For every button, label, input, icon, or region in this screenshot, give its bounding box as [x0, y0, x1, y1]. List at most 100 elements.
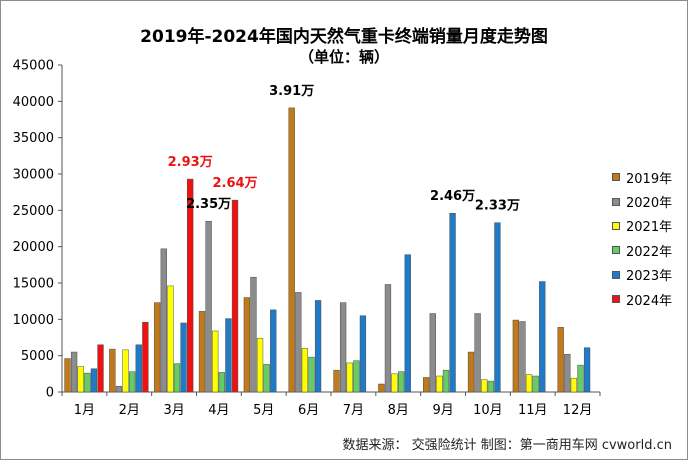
bar-2022年-10月: [487, 380, 494, 393]
x-tick-label: 12月: [563, 403, 593, 418]
bar-2023年-6月: [314, 300, 322, 393]
bar-2020年-10月: [474, 313, 481, 393]
bar-2022年-8月: [398, 371, 405, 393]
bar-2022年-1月: [84, 372, 91, 393]
bar-2023年-2月: [135, 344, 142, 393]
x-tick-label: 3月: [163, 403, 184, 418]
legend-item: 2020年: [612, 189, 672, 213]
bar-2021年-12月: [570, 377, 578, 393]
bar-2019年-11月: [512, 319, 520, 393]
bar-2022年-12月: [577, 364, 584, 393]
x-tick-label: 4月: [208, 403, 229, 418]
data-label: 3.91万: [269, 84, 314, 99]
bar-2024年-3月: [187, 178, 194, 393]
y-tick-label: 40000: [13, 95, 54, 110]
x-tick-label: 10月: [473, 403, 503, 418]
bar-2022年-3月: [173, 363, 181, 393]
bar-2021年-9月: [436, 375, 443, 393]
bar-2019年-2月: [109, 348, 116, 393]
legend-swatch: [612, 221, 620, 230]
y-tick-label: 0: [46, 386, 54, 401]
y-tick-label: 25000: [13, 204, 54, 219]
data-label: 2.35万: [186, 197, 231, 212]
bar-2022年-2月: [129, 371, 136, 393]
legend-label: 2020年: [626, 196, 673, 212]
x-tick-label: 9月: [432, 403, 453, 418]
bar-2022年-7月: [353, 360, 360, 393]
bar-2023年-11月: [539, 281, 546, 393]
y-tick-label: 10000: [13, 313, 54, 328]
bar-2023年-8月: [404, 254, 411, 393]
bar-2019年-7月: [333, 369, 340, 393]
legend-label: 2022年: [626, 244, 673, 260]
legend-label: 2024年: [626, 293, 673, 309]
bar-2023年-10月: [494, 222, 501, 393]
bar-2019年-8月: [378, 383, 385, 393]
bar-2021年-1月: [77, 366, 84, 393]
y-tick-label: 5000: [21, 349, 54, 364]
legend-item: 2019年: [612, 165, 672, 189]
legend-item: 2021年: [612, 214, 672, 238]
data-label: 2.33万: [475, 199, 520, 214]
bar-2022年-11月: [532, 375, 539, 393]
legend-label: 2021年: [626, 220, 673, 236]
legend-item: 2022年: [612, 238, 672, 262]
y-tick-label: 15000: [13, 277, 54, 292]
bar-2019年-12月: [557, 327, 564, 393]
bar-2021年-7月: [346, 362, 353, 393]
data-label: 2.64万: [212, 176, 257, 191]
legend-swatch: [612, 295, 620, 304]
bar-2019年-3月: [154, 302, 161, 393]
legend-swatch: [612, 173, 620, 182]
x-tick-label: 8月: [388, 403, 409, 418]
bar-2023年-1月: [90, 368, 98, 393]
legend-item: 2024年: [612, 287, 672, 311]
y-tick-label: 20000: [13, 240, 54, 255]
bar-2020年-6月: [295, 292, 302, 393]
bar-2020年-8月: [384, 284, 392, 393]
chart-subtitle: （单位：辆）: [298, 48, 389, 66]
chart-title: 2019年-2024年国内天然气重卡终端销量月度走势图: [140, 27, 548, 47]
y-tick-label: 45000: [13, 59, 54, 74]
bar-2021年-10月: [481, 379, 488, 393]
bar-2020年-11月: [519, 321, 526, 393]
x-tick-label: 6月: [298, 403, 319, 418]
bar-2021年-4月: [212, 330, 219, 393]
data-label: 2.46万: [430, 189, 475, 204]
bar-2019年-1月: [64, 358, 71, 393]
legend-item: 2023年: [612, 263, 672, 287]
x-tick-label: 1月: [74, 403, 95, 418]
bar-2021年-11月: [525, 374, 533, 393]
bar-2021年-2月: [122, 349, 129, 393]
bar-2023年-9月: [449, 212, 456, 393]
bar-2020年-12月: [564, 353, 571, 393]
bar-2019年-5月: [243, 297, 250, 393]
bar-2021年-5月: [256, 337, 264, 393]
bar-2020年-1月: [70, 351, 78, 393]
x-tick-label: 5月: [253, 403, 274, 418]
bar-2020年-3月: [160, 248, 167, 393]
bar-2023年-7月: [359, 315, 367, 393]
y-tick-label: 30000: [13, 168, 54, 183]
bar-2020年-7月: [339, 302, 347, 393]
x-tick-label: 11月: [518, 403, 548, 418]
bar-2020年-5月: [250, 276, 257, 393]
bar-2021年-8月: [391, 373, 398, 393]
y-tick-label: 35000: [13, 131, 54, 146]
bar-2019年-6月: [288, 107, 295, 393]
bar-2024年-4月: [231, 199, 239, 393]
bar-2023年-5月: [270, 309, 277, 393]
bar-2023年-4月: [225, 318, 232, 393]
data-label: 2.93万: [168, 155, 213, 170]
legend-label: 2023年: [626, 269, 673, 285]
bar-2020年-9月: [429, 313, 436, 393]
legend: 2019年 2020年 2021年 2022年 2023年 2024年: [612, 165, 672, 311]
legend-swatch: [612, 246, 620, 255]
bar-2022年-4月: [218, 372, 225, 393]
legend-swatch: [612, 197, 620, 206]
x-tick-label: 2月: [119, 403, 140, 418]
bar-2023年-12月: [583, 347, 591, 393]
bar-2019年-4月: [198, 311, 206, 393]
bar-2024年-1月: [97, 344, 104, 393]
